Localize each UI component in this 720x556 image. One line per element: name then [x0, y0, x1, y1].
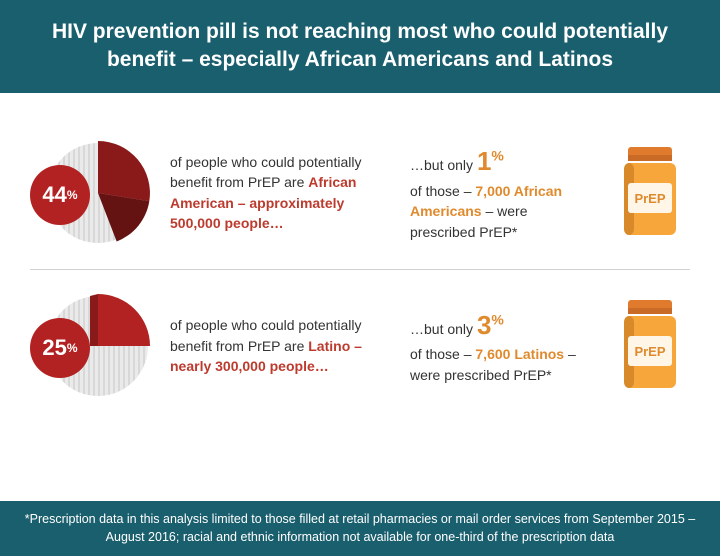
desc2-big-percent: 3% — [477, 307, 504, 345]
desc2-pre: …but only — [410, 157, 477, 173]
pill-bottle: PrEP — [610, 298, 690, 394]
infographic-container: HIV prevention pill is not reaching most… — [0, 0, 720, 556]
pill-bottle: PrEP — [610, 145, 690, 241]
percent-suffix: % — [67, 341, 78, 355]
description-right: …but only 3% of those – 7,600 Latinos – … — [410, 307, 590, 385]
description-left: of people who could potentially benefit … — [170, 152, 390, 233]
footer-text: *Prescription data in this analysis limi… — [25, 512, 695, 544]
header-title-line1: HIV prevention pill is not reaching most… — [52, 20, 668, 43]
stat-row: 44% of people who could potentially bene… — [30, 117, 690, 269]
desc2-mid: of those – — [410, 346, 475, 362]
footer: *Prescription data in this analysis limi… — [0, 501, 720, 556]
bottle-label-text: PrEP — [634, 344, 665, 359]
pill-bottle-icon: PrEP — [618, 298, 682, 394]
desc2-big-percent: 1% — [477, 143, 504, 181]
percent-badge: 25% — [30, 318, 90, 378]
percent-suffix: % — [67, 188, 78, 202]
pie-chart: 25% — [30, 286, 150, 406]
content: 44% of people who could potentially bene… — [0, 93, 720, 422]
bottle-label-text: PrEP — [634, 191, 665, 206]
header-title-line2: benefit – especially African Americans a… — [107, 48, 613, 71]
desc2-highlight: 7,600 Latinos — [475, 346, 564, 362]
description-left: of people who could potentially benefit … — [170, 315, 390, 376]
header: HIV prevention pill is not reaching most… — [0, 0, 720, 93]
stat-row: 25% of people who could potentially bene… — [30, 269, 690, 422]
percent-badge: 44% — [30, 165, 90, 225]
description-right: …but only 1% of those – 7,000 African Am… — [410, 143, 590, 242]
pie-chart: 44% — [30, 133, 150, 253]
percent-value: 44 — [42, 182, 66, 208]
desc2-pre: …but only — [410, 321, 477, 337]
header-title: HIV prevention pill is not reaching most… — [30, 18, 690, 75]
percent-value: 25 — [42, 335, 66, 361]
desc2-mid: of those – — [410, 183, 475, 199]
pill-bottle-icon: PrEP — [618, 145, 682, 241]
